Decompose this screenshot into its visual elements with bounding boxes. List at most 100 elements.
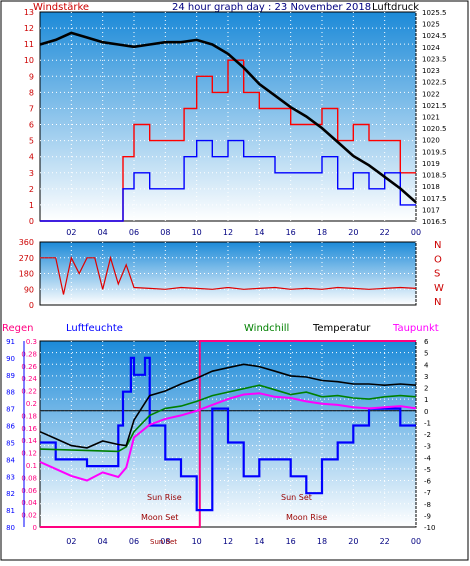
p3-temp-tick-label-11: 1 [424,396,428,404]
panel-direction-left-ticks: 0 90 180 270 360 [19,238,34,310]
p3-rain-tick-label-3: 0.06 [21,487,37,495]
p3-hum-tick-label-10: 90 [6,355,15,363]
legend-humidity: Luftfeuchte [66,323,123,334]
p3-hum-tick-label-3: 83 [6,473,15,481]
p3-temp-tick-label-9: -1 [424,419,431,427]
p1-left-tick-label-12: 12 [24,24,34,33]
p1-right-tick-label-10: 1021.5 [422,102,447,110]
series-pressure [39,31,417,204]
p1-right-tick-label-14: 1023.5 [422,55,447,63]
p1-right-tick-label-11: 1022 [422,90,440,98]
p1-x-tick-label-4: 10 [192,228,202,237]
p1-right-tick-label-18: 1025.5 [422,9,447,17]
p1-left-tick-label-9: 9 [29,72,34,81]
p2-left-tick-label-2: 180 [19,270,34,279]
p1-right-tick-label-1: 1017 [422,206,440,214]
p1-x-tick-label-3: 08 [160,228,170,237]
p3-rain-tick-label-5: 0.1 [26,462,37,470]
p2-left-tick-label-4: 360 [19,238,34,247]
annotation-moon-set: Moon Set [141,513,178,522]
p3-hum-tick-label-4: 84 [6,456,15,464]
annotation-sun-set-bottom: Sun Set [150,538,177,546]
panel-wind-pressure-right-ticks: 1016.5 1017 1017.5 1018 1018.5 1019 1019.5 1020… [422,9,447,226]
p3-x-tick-label-11: 00 [411,537,421,546]
p1-right-tick-label-0: 1016.5 [422,218,447,226]
p1-x-tick-label-10: 22 [380,228,390,237]
panel-direction-series [40,255,417,295]
p3-x-tick-label-3: 08 [160,537,170,546]
p3-x-tick-label-5: 12 [223,537,233,546]
p3-x-tick-label-4: 10 [192,537,202,546]
panel-wind-pressure-x-ticks: 02 04 06 08 10 12 14 16 18 20 22 00 [66,228,421,237]
p3-rain-tick-label-0: 0 [33,524,37,532]
p3-x-tick-label-7: 16 [286,537,296,546]
p3-hum-tick-label-6: 86 [6,423,15,431]
p1-left-tick-label-8: 8 [29,88,34,97]
p1-x-tick-label-1: 04 [98,228,108,237]
p1-right-tick-label-8: 1020.5 [422,125,447,133]
p3-temp-tick-label-8: -2 [424,431,431,439]
p1-left-tick-label-4: 4 [29,153,34,162]
p3-x-tick-label-9: 20 [348,537,358,546]
series-wind-direction [40,255,417,295]
p1-left-tick-label-1: 1 [29,201,34,210]
p3-rain-tick-label-4: 0.08 [21,474,37,482]
p1-right-tick-label-15: 1024 [422,44,440,52]
p3-x-tick-label-1: 04 [98,537,108,546]
p1-right-tick-label-5: 1019 [422,160,440,168]
p3-temp-tick-label-12: 2 [424,385,428,393]
panel-temp-x-ticks: 02 04 06 08 10 12 14 16 18 20 22 00 [66,537,421,546]
p3-hum-tick-label-8: 88 [6,389,15,397]
series-windchill [39,384,417,453]
p3-temp-tick-label-7: -3 [424,443,431,451]
p3-temp-tick-label-2: -8 [424,501,431,509]
header-left-label: Windstärke [33,2,89,13]
p1-right-tick-label-4: 1018.5 [422,172,447,180]
p3-rain-tick-label-6: 0.12 [21,450,37,458]
series-temperature [39,363,417,449]
p3-x-tick-label-10: 22 [380,537,390,546]
p1-left-tick-label-5: 5 [29,137,34,146]
p3-rain-tick-label-8: 0.16 [21,425,37,433]
p1-right-tick-label-9: 1021 [422,114,440,122]
p1-x-tick-label-2: 06 [129,228,139,237]
p1-left-tick-label-7: 7 [29,104,34,113]
p1-left-tick-label-6: 6 [29,121,34,130]
p1-x-tick-label-5: 12 [223,228,233,237]
p1-right-tick-label-12: 1022.5 [422,79,447,87]
p3-rain-tick-label-7: 0.14 [21,437,37,445]
p3-rain-tick-label-15: 0.3 [26,338,37,346]
annotation-sun-set: Sun Set [281,493,312,502]
p3-rain-tick-label-9: 0.18 [21,412,37,420]
p3-hum-tick-label-11: 91 [6,338,15,346]
p3-hum-tick-label-2: 82 [6,490,15,498]
panel-direction-grid [40,242,417,305]
p3-hum-tick-label-7: 87 [6,406,15,414]
p3-rain-tick-label-2: 0.04 [21,499,37,507]
p3-x-tick-label-8: 18 [317,537,327,546]
p2-right-tick-label-0: N [434,297,441,308]
legend-temperature: Temperatur [312,323,371,334]
header-title: 24 hour graph day : 23 November 2018 [172,2,371,13]
p3-temp-tick-label-16: 6 [424,338,429,346]
p3-x-tick-label-0: 02 [66,537,76,546]
legend-dewpoint: Taupunkt [392,323,439,334]
p1-left-tick-label-13: 13 [24,8,34,17]
p3-temp-tick-label-6: -4 [424,454,432,462]
p1-x-tick-label-9: 20 [348,228,358,237]
annotation-moon-rise: Moon Rise [286,513,327,522]
p1-right-tick-label-6: 1019.5 [422,148,447,156]
p1-left-tick-label-3: 3 [29,169,34,178]
p3-temp-tick-label-5: -5 [424,466,431,474]
p1-right-tick-label-7: 1020 [422,137,440,145]
p3-rain-tick-label-1: 0.02 [21,512,37,520]
p3-hum-tick-label-1: 81 [6,507,15,515]
p3-x-tick-label-2: 06 [129,537,139,546]
p1-x-tick-label-0: 02 [66,228,76,237]
p3-hum-tick-label-0: 80 [6,524,15,532]
